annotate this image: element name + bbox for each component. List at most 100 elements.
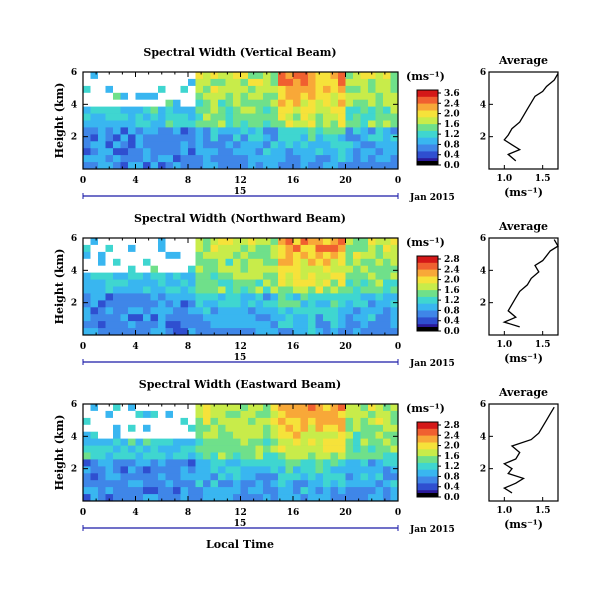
heatmap-cell bbox=[210, 293, 219, 301]
colorbar-frame bbox=[416, 89, 439, 166]
heatmap-cell bbox=[90, 134, 99, 142]
heatmap-cell bbox=[390, 85, 399, 94]
heatmap-cell bbox=[210, 404, 219, 412]
heatmap-cell bbox=[195, 251, 204, 260]
heatmap-cell bbox=[188, 404, 196, 412]
heatmap-cell bbox=[278, 106, 286, 114]
heatmap-cell bbox=[203, 238, 211, 246]
colorbar-swatch bbox=[417, 144, 438, 152]
heatmap-cell bbox=[105, 321, 114, 329]
heatmap-cell bbox=[240, 244, 249, 253]
heatmap-cell bbox=[225, 445, 234, 453]
heatmap-cell bbox=[233, 494, 241, 502]
heatmap-cell bbox=[225, 473, 234, 481]
heatmap-cell bbox=[173, 459, 181, 467]
heatmap-cell bbox=[255, 424, 264, 433]
heatmap-cell bbox=[285, 494, 294, 502]
heatmap-cell bbox=[128, 272, 136, 280]
heatmap-cell bbox=[353, 72, 361, 80]
heatmap-cell bbox=[345, 293, 354, 301]
heatmap-cell bbox=[368, 238, 376, 246]
heatmap-cell bbox=[315, 445, 324, 453]
heatmap-cell bbox=[308, 265, 316, 273]
colorbar-swatch bbox=[417, 137, 438, 145]
heatmap-cell bbox=[375, 113, 384, 121]
heatmap-cell bbox=[135, 141, 144, 149]
heatmap-cell bbox=[158, 321, 166, 329]
heatmap-cell bbox=[83, 480, 91, 488]
heatmap-cell bbox=[188, 438, 196, 446]
heatmap-cell bbox=[308, 445, 316, 453]
heatmap-cell bbox=[360, 459, 369, 467]
colorbar-tick-label: 2.0 bbox=[444, 110, 460, 120]
heatmap-cell bbox=[315, 487, 324, 495]
heatmap-cell bbox=[180, 279, 189, 287]
heatmap-cell bbox=[180, 459, 189, 467]
heatmap-cell bbox=[165, 99, 174, 107]
heatmap-cell bbox=[173, 410, 181, 419]
heatmap-cell bbox=[105, 251, 114, 260]
heatmap-cell bbox=[90, 251, 99, 260]
heatmap-cell bbox=[278, 120, 286, 128]
heatmap-cell bbox=[195, 120, 204, 128]
heatmap-cell bbox=[248, 438, 256, 446]
heatmap-cell bbox=[360, 148, 369, 156]
heatmap-cell bbox=[338, 404, 346, 412]
heatmap-cell bbox=[203, 410, 211, 419]
heatmap-cell bbox=[315, 72, 324, 80]
heatmap-cell bbox=[248, 314, 256, 322]
heatmap-cell bbox=[218, 99, 226, 107]
heatmap-cell bbox=[90, 321, 99, 329]
average-x-tick-label: 1.5 bbox=[535, 506, 551, 516]
heatmap-cell bbox=[338, 494, 346, 502]
heatmap-cell bbox=[173, 452, 181, 460]
heatmap-cell bbox=[278, 99, 286, 107]
heatmap-cell bbox=[128, 244, 136, 253]
heatmap-cell bbox=[263, 293, 271, 301]
heatmap-cell bbox=[308, 272, 316, 280]
heatmap-cell bbox=[383, 134, 391, 142]
heatmap-cell bbox=[248, 404, 256, 412]
heatmap-cell bbox=[345, 272, 354, 280]
heatmap-cell bbox=[383, 286, 391, 294]
heatmap-cell bbox=[315, 251, 324, 260]
heatmap-cell bbox=[158, 99, 166, 107]
heatmap-cell bbox=[308, 120, 316, 128]
heatmap-cell bbox=[233, 424, 241, 433]
heatmap-cell bbox=[338, 431, 346, 439]
heatmap-cell bbox=[248, 251, 256, 260]
heatmap-cell bbox=[390, 141, 399, 149]
heatmap-cell bbox=[90, 494, 99, 502]
heatmap-cell bbox=[113, 431, 121, 439]
heatmap-cell bbox=[120, 404, 129, 412]
heatmap-cell bbox=[210, 300, 219, 308]
heatmap-cell bbox=[315, 141, 324, 149]
heatmap-cell bbox=[323, 279, 331, 287]
heatmap-cell bbox=[353, 438, 361, 446]
heatmap-cell bbox=[210, 99, 219, 107]
heatmap-cell bbox=[300, 459, 309, 467]
heatmap-cell bbox=[270, 113, 279, 121]
heatmap-cell bbox=[293, 155, 301, 163]
heatmap-cell bbox=[240, 307, 249, 315]
heatmap-cell bbox=[218, 459, 226, 467]
heatmap-cell bbox=[158, 417, 166, 426]
heatmap-cell bbox=[360, 92, 369, 101]
heatmap-cell bbox=[90, 410, 99, 419]
heatmap-cell bbox=[225, 424, 234, 433]
heatmap-cell bbox=[120, 473, 129, 481]
heatmap-cell bbox=[360, 466, 369, 474]
heatmap-cell bbox=[105, 314, 114, 322]
heatmap-cell bbox=[360, 480, 369, 488]
heatmap-cell bbox=[240, 265, 249, 273]
heatmap-cell bbox=[158, 244, 166, 253]
heatmap-cell bbox=[195, 238, 204, 246]
heatmap-cell bbox=[120, 410, 129, 419]
heatmap-cell bbox=[383, 78, 391, 87]
chart-title: Spectral Width (Vertical Beam) bbox=[143, 46, 336, 59]
heatmap-cell bbox=[345, 424, 354, 433]
heatmap-cell bbox=[195, 85, 204, 94]
heatmap-cell bbox=[390, 113, 399, 121]
heatmap-cell bbox=[323, 85, 331, 94]
heatmap-cell bbox=[323, 286, 331, 294]
